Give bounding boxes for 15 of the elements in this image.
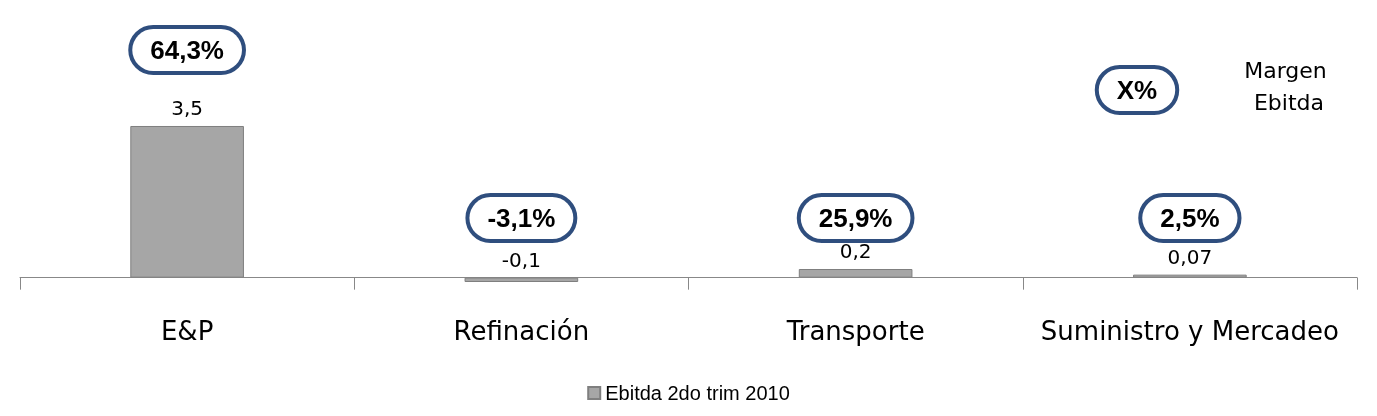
text: X% <box>1116 75 1158 105</box>
x-tick-label: E&P <box>160 316 214 346</box>
data-label: -0,1 <box>501 247 541 272</box>
data-label: 3,5 <box>171 96 204 120</box>
x-tick-label: Refinación <box>453 316 590 346</box>
x-tick-label: Transporte <box>785 316 925 346</box>
annotation: 2,5% <box>1160 203 1220 233</box>
annotation: 25,9% <box>818 203 893 233</box>
data-label: 0,2 <box>839 239 872 263</box>
annotation: -3,1% <box>487 203 556 233</box>
text: 64,3% <box>150 35 224 65</box>
legend-label: Ebitda 2do trim 2010 <box>605 382 790 404</box>
text: Margen Ebitda <box>1244 57 1334 115</box>
data-label: 0,07 <box>1167 244 1213 269</box>
x-tick-label: Suministro y Mercadeo <box>1040 316 1339 346</box>
